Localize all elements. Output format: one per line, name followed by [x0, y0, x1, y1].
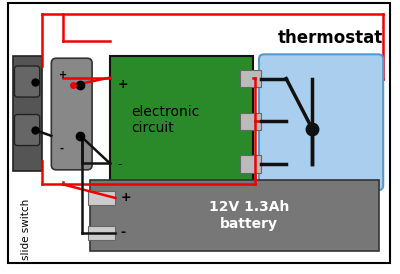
Text: 12V 1.3Ah
battery: 12V 1.3Ah battery: [209, 200, 289, 230]
Bar: [240, 155, 261, 173]
FancyBboxPatch shape: [14, 115, 40, 145]
Text: +: +: [117, 78, 128, 91]
Text: -: -: [117, 158, 122, 171]
Text: +: +: [120, 192, 131, 204]
Bar: [88, 226, 115, 240]
Text: slide switch: slide switch: [21, 199, 31, 260]
Bar: [12, 56, 42, 171]
Text: electronic
circuit: electronic circuit: [131, 105, 199, 135]
FancyBboxPatch shape: [51, 58, 92, 170]
Text: -: -: [59, 144, 63, 154]
Text: +: +: [59, 70, 67, 79]
Bar: [110, 56, 253, 182]
Text: -: -: [120, 226, 125, 239]
Bar: [240, 70, 261, 87]
FancyBboxPatch shape: [259, 54, 383, 190]
FancyBboxPatch shape: [14, 66, 40, 97]
Bar: [90, 179, 379, 251]
Bar: [240, 113, 261, 130]
Text: thermostat: thermostat: [278, 28, 384, 47]
Bar: [88, 191, 115, 205]
